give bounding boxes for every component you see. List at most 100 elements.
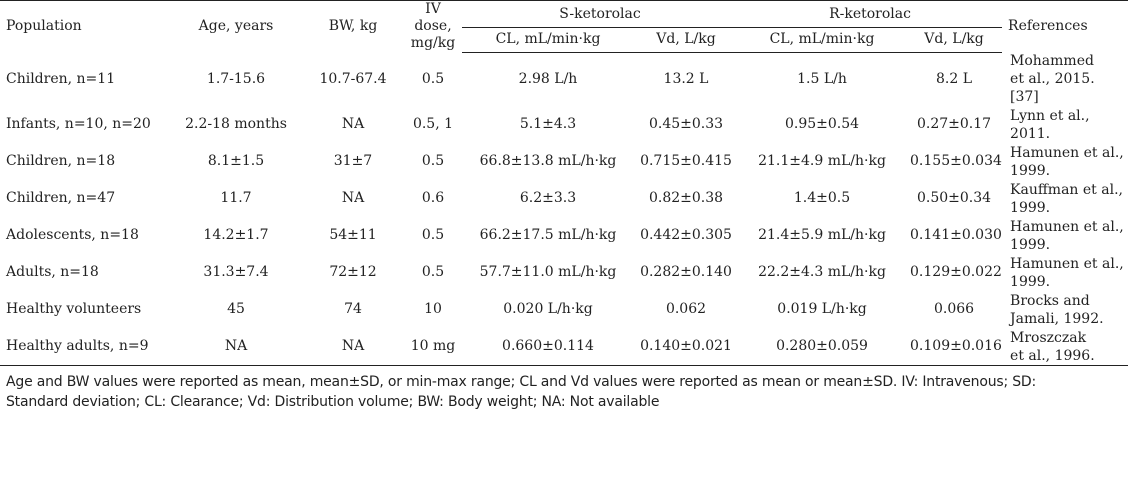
cell-population: Healthy volunteers	[6, 301, 142, 317]
footnote-line1: Age and BW values were reported as mean,…	[6, 374, 1037, 390]
cell-reference: Hamunen et al., 1999.	[1002, 217, 1128, 254]
cell-s-cl: 57.7±11.0 mL/h·kg	[479, 264, 617, 280]
cell-s-vd: 13.2 L	[663, 70, 709, 87]
cell-r-vd: 0.50±0.34	[916, 190, 992, 206]
cell-dose: 0.5, 1	[412, 116, 454, 132]
cell-s-vd: 0.140±0.021	[634, 328, 739, 366]
cell-s-vd: 0.282±0.140	[640, 264, 732, 280]
reference-line2: 1999.	[1010, 199, 1051, 216]
cell-reference: Hamunen et al., 1999.	[1002, 254, 1128, 291]
header-bw: BW, kg	[302, 0, 404, 52]
cell-r-cl: 21.4±5.9 mL/h·kg	[758, 227, 886, 243]
reference-line1: Hamunen et al.,	[1010, 218, 1124, 235]
reference-line1: Mohammed	[1010, 53, 1094, 69]
header-iv-dose-line1: IV dose,	[414, 1, 452, 34]
cell-reference: Hamunen et al., 1999.	[1002, 143, 1128, 180]
reference-line1: Mroszczak	[1010, 329, 1087, 346]
reference-line1: Hamunen et al.,	[1010, 255, 1124, 272]
header-r-ketorolac: R-ketorolac	[738, 0, 1003, 28]
reference-line2: 1999.	[1010, 273, 1051, 290]
cell-age: 8.1±1.5	[207, 153, 265, 169]
cell-s-cl: 0.020 L/h·kg	[503, 301, 593, 317]
cell-bw: 31±7	[333, 153, 373, 169]
cell-s-cl: 66.8±13.8 mL/h·kg	[479, 153, 617, 169]
cell-dose: 0.6	[421, 190, 445, 206]
header-r-vd: Vd, L/kg	[906, 27, 1003, 53]
header-iv-dose-line2: mg/kg	[410, 35, 456, 51]
cell-r-cl: 1.5 L/h	[797, 70, 847, 87]
cell-dose: 0.5	[421, 227, 445, 243]
reference-line2: 1999.	[1010, 236, 1051, 253]
cell-bw: NA	[302, 328, 404, 366]
cell-s-vd: 0.062	[665, 301, 707, 317]
table-body: Children, n=11 1.7-15.6 10.7-67.4 0.5 2.…	[0, 52, 1128, 366]
cell-s-vd: 0.442±0.305	[640, 227, 732, 243]
header-r-cl: CL, mL/min·kg	[738, 27, 907, 53]
header-age: Age, years	[170, 0, 302, 52]
cell-reference: Kauffman et al., 1999.	[1002, 180, 1128, 217]
cell-dose: 0.5	[421, 264, 445, 280]
cell-s-vd: 0.82±0.38	[648, 190, 724, 206]
table-row: Adolescents, n=18 14.2±1.7 54±11 0.5 66.…	[0, 217, 1128, 254]
table-figure: Population Age, years BW, kg IV dose, mg…	[0, 0, 1128, 412]
cell-r-cl: 0.280±0.059	[738, 328, 907, 366]
header-s-ketorolac: S-ketorolac	[462, 0, 739, 28]
table-row: Infants, n=10, n=20 2.2-18 months NA 0.5…	[0, 106, 1128, 143]
cell-bw: NA	[341, 116, 365, 132]
cell-r-vd: 0.27±0.17	[916, 116, 992, 132]
table-row: Healthy volunteers 45 74 10 0.020 L/h·kg…	[0, 291, 1128, 328]
header-iv-dose: IV dose, mg/kg	[404, 0, 462, 52]
cell-age: 11.7	[220, 190, 252, 206]
cell-r-cl: 1.4±0.5	[793, 190, 851, 206]
cell-dose: 10 mg	[404, 328, 462, 366]
cell-age: 2.2-18 months	[185, 116, 287, 132]
reference-line1: Lynn et al., 2011.	[1010, 107, 1090, 142]
cell-s-cl: 2.98 L/h	[518, 70, 578, 87]
cell-reference: Lynn et al., 2011.	[1002, 106, 1128, 143]
table-row: Children, n=47 11.7 NA 0.6 6.2±3.3 0.82±…	[0, 180, 1128, 217]
reference-line1: Kauffman et al.,	[1010, 181, 1123, 198]
header-references: References	[1002, 0, 1128, 52]
header-population: Population	[0, 0, 170, 52]
cell-population: Children, n=18	[6, 153, 116, 169]
cell-s-vd: 0.45±0.33	[648, 116, 724, 132]
header-s-vd: Vd, L/kg	[634, 27, 739, 53]
cell-population: Children, n=47	[6, 190, 116, 206]
cell-r-cl: 21.1±4.9 mL/h·kg	[758, 153, 886, 169]
cell-s-vd: 0.715±0.415	[640, 153, 732, 169]
reference-line2: et al., 2015. [37]	[1010, 71, 1095, 105]
table-row: Adults, n=18 31.3±7.4 72±12 0.5 57.7±11.…	[0, 254, 1128, 291]
cell-population: Infants, n=10, n=20	[6, 116, 151, 132]
cell-r-cl: 0.95±0.54	[784, 116, 860, 132]
cell-s-cl: 5.1±4.3	[519, 116, 577, 132]
cell-reference: Mohammed et al., 2015. [37]	[1002, 52, 1128, 106]
cell-population: Adults, n=18	[6, 264, 99, 280]
cell-bw: 72±12	[329, 264, 377, 280]
cell-r-cl: 0.019 L/h·kg	[777, 301, 867, 317]
table-row: Children, n=11 1.7-15.6 10.7-67.4 0.5 2.…	[0, 52, 1128, 106]
cell-bw: NA	[341, 190, 365, 206]
cell-r-vd: 0.109±0.016	[906, 328, 1003, 366]
cell-age: 1.7-15.6	[206, 70, 266, 87]
cell-r-vd: 0.155±0.034	[910, 153, 1002, 169]
cell-s-cl: 66.2±17.5 mL/h·kg	[479, 227, 617, 243]
reference-line2: 1999.	[1010, 162, 1051, 179]
table-row: Children, n=18 8.1±1.5 31±7 0.5 66.8±13.…	[0, 143, 1128, 180]
cell-age: NA	[170, 328, 302, 366]
reference-line2: Jamali, 1992.	[1010, 310, 1104, 327]
cell-age: 31.3±7.4	[203, 264, 269, 280]
reference-line1: Hamunen et al.,	[1010, 144, 1124, 161]
cell-reference: Mroszczak et al., 1996.	[1002, 328, 1128, 366]
ketorolac-pharmacokinetics-table: Population Age, years BW, kg IV dose, mg…	[0, 0, 1128, 366]
cell-r-cl: 22.2±4.3 mL/h·kg	[758, 264, 886, 280]
table-header: Population Age, years BW, kg IV dose, mg…	[0, 0, 1128, 53]
cell-dose: 0.5	[421, 70, 445, 87]
cell-age: 45	[227, 301, 245, 317]
cell-s-cl: 6.2±3.3	[519, 190, 577, 206]
table-row: Healthy adults, n=9 NA NA 10 mg 0.660±0.…	[0, 328, 1128, 366]
cell-dose: 0.5	[421, 153, 445, 169]
cell-bw: 54±11	[329, 227, 377, 243]
cell-r-vd: 8.2 L	[936, 70, 973, 87]
table-footnote: Age and BW values were reported as mean,…	[0, 366, 1128, 412]
cell-reference: Brocks and Jamali, 1992.	[1002, 291, 1128, 328]
